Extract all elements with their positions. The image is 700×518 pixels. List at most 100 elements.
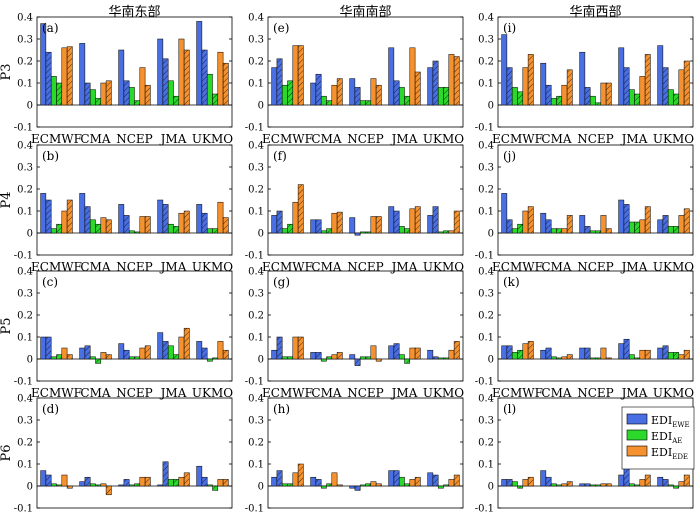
bar-ae-solid	[398, 226, 405, 234]
y-tick-label: 0.1	[248, 460, 264, 471]
bar-hatch-overlay	[454, 341, 460, 359]
x-tick-label: CMA	[311, 386, 341, 400]
bar-ede-solid	[61, 347, 68, 360]
y-tick-label: 0.1	[17, 79, 33, 90]
panel-frame	[267, 270, 464, 382]
bar-ae-solid	[628, 354, 635, 360]
bar-ae-solid	[167, 80, 174, 106]
bar-ewe-solid	[349, 78, 356, 106]
y-tick-label: 0.1	[478, 333, 494, 344]
bar-hatch-overlay	[606, 357, 612, 359]
bar-ede-solid	[600, 483, 607, 487]
bar-hatch-overlay	[528, 477, 534, 486]
bar-hatch-overlay	[354, 486, 361, 491]
y-tick-label: 0.3	[478, 163, 494, 174]
bar-ae-solid	[511, 228, 518, 234]
bar-ae-solid	[589, 230, 596, 234]
bar-hatch-overlay	[673, 94, 679, 105]
bar-hatch-overlay	[287, 356, 293, 359]
y-tick-label: 0.3	[248, 163, 264, 174]
y-tick-label: -0.1	[475, 251, 494, 262]
bar-ede-solid	[61, 210, 68, 234]
bar-ae-solid	[550, 228, 557, 234]
bar-hatch-overlay	[67, 46, 73, 105]
y-tick-label: 0.1	[478, 79, 494, 90]
bar-hatch-overlay	[443, 484, 449, 486]
bar-ede-solid	[561, 483, 568, 487]
bar-ae-solid	[206, 358, 213, 362]
bar-ewe-solid	[310, 352, 317, 360]
bar-ede-solid	[600, 82, 607, 106]
y-tick-label: 0.2	[248, 185, 264, 196]
bar-hatch-overlay	[443, 87, 449, 105]
bar-hatch-overlay	[528, 206, 534, 233]
y-tick-label: -0.1	[14, 504, 33, 515]
bar-hatch-overlay	[393, 80, 400, 105]
panel-frame	[497, 144, 694, 256]
bar-ewe-solid	[157, 484, 164, 487]
bar-ewe-solid	[349, 485, 356, 489]
bar-hatch-overlay	[298, 337, 304, 359]
y-tick-label: 0.1	[248, 79, 264, 90]
bar-ewe-solid	[579, 347, 586, 360]
y-tick-label: 0.3	[17, 416, 33, 427]
bar-hatch-overlay	[223, 63, 229, 105]
bar-ede-solid	[409, 479, 416, 487]
bar-ewe-solid	[310, 476, 317, 487]
bar-hatch-overlay	[517, 91, 523, 105]
bar-ewe-solid	[579, 483, 586, 487]
bar-hatch-overlay	[145, 216, 151, 233]
bar-ede-solid	[561, 356, 568, 360]
panel-frame	[267, 16, 464, 128]
bar-ede-solid	[448, 54, 455, 106]
bar-ede-solid	[139, 67, 146, 106]
bar-hatch-overlay	[184, 328, 190, 359]
y-tick-label: 0.3	[17, 289, 33, 300]
bar-hatch-overlay	[595, 357, 601, 359]
x-tick-label: NCEP	[577, 386, 614, 400]
bar-ede-solid	[639, 349, 646, 360]
bar-ae-solid	[511, 352, 518, 360]
bar-ae-solid	[281, 356, 288, 360]
bar-ae-solid	[628, 221, 635, 234]
bar-hatch-overlay	[123, 350, 130, 359]
bar-ae-solid	[511, 481, 518, 487]
bar-ae-solid	[50, 228, 57, 234]
legend-label-sub: EDE	[672, 453, 688, 461]
bar-ae-solid	[667, 89, 674, 106]
bar-ewe-solid	[310, 82, 317, 106]
bar-ede-solid	[678, 354, 685, 360]
bar-ede-solid	[100, 82, 107, 106]
bar-ewe-solid	[196, 21, 203, 106]
bar-hatch-overlay	[67, 200, 73, 233]
bar-ae-solid	[50, 483, 57, 487]
bar-ae-solid	[320, 358, 327, 362]
bar-hatch-overlay	[404, 483, 410, 486]
y-tick-label: 0.4	[17, 267, 33, 278]
bar-hatch-overlay	[443, 230, 449, 233]
bar-hatch-overlay	[556, 484, 562, 486]
bar-hatch-overlay	[365, 100, 371, 105]
x-tick-label: NCEP	[116, 132, 153, 146]
bar-hatch-overlay	[123, 80, 130, 105]
y-tick-label: 0	[27, 101, 33, 112]
bar-ede-solid	[639, 479, 646, 487]
x-tick-label: ECMWF	[262, 260, 313, 274]
panel-frame	[36, 16, 233, 128]
bar-ede-solid	[292, 201, 299, 234]
y-tick-label: -0.1	[14, 377, 33, 388]
bar-ae-solid	[89, 483, 96, 487]
bar-ewe-solid	[388, 206, 395, 234]
y-tick-label: 0.4	[248, 394, 264, 405]
bar-hatch-overlay	[606, 228, 612, 233]
y-tick-label: 0.1	[17, 460, 33, 471]
bar-ewe-solid	[118, 49, 125, 106]
bar-ae-solid	[398, 476, 405, 487]
panel-label: (e)	[273, 21, 289, 35]
bar-hatch-overlay	[106, 219, 112, 233]
bar-ewe-solid	[618, 199, 625, 234]
bar-hatch-overlay	[415, 206, 421, 233]
bar-ewe-solid	[349, 354, 356, 360]
